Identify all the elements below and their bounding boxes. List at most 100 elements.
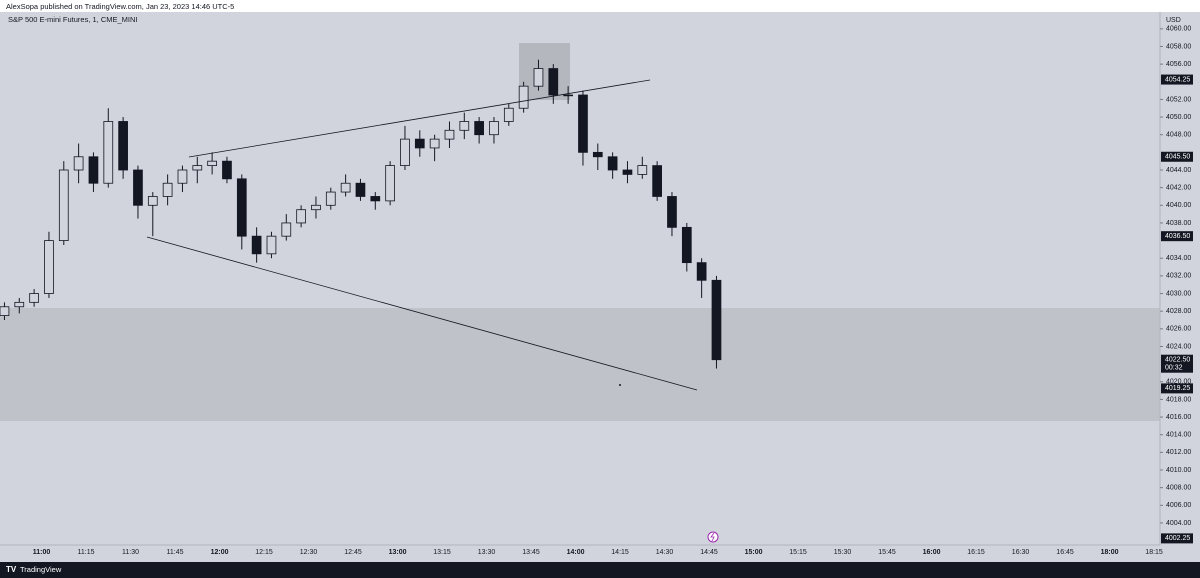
candle-body xyxy=(489,121,499,136)
candle-body xyxy=(207,160,217,166)
candle-body xyxy=(533,68,544,87)
price-label: 4002.25 xyxy=(1165,535,1190,542)
candle-body xyxy=(29,293,39,303)
y-tick-label: 4056.00 xyxy=(1166,61,1191,68)
y-tick-label: 4016.00 xyxy=(1166,414,1191,421)
candle-body xyxy=(340,182,351,193)
price-label: 4036.50 xyxy=(1165,233,1190,240)
candle-body xyxy=(652,165,662,197)
price-label: 4019.25 xyxy=(1165,385,1190,392)
candle-body xyxy=(222,160,232,180)
y-tick-label: 4024.00 xyxy=(1166,343,1191,350)
x-tick-label: 15:30 xyxy=(834,549,852,556)
candle-body xyxy=(696,262,707,281)
x-tick-label: 16:15 xyxy=(967,549,985,556)
candle-body xyxy=(681,226,692,264)
y-tick-label: 4030.00 xyxy=(1166,290,1191,297)
candle-body xyxy=(73,156,84,171)
candle-body xyxy=(192,165,203,171)
price-label: 4045.50 xyxy=(1165,154,1190,161)
trendline xyxy=(146,236,698,391)
candle-body xyxy=(667,196,677,228)
y-tick-label: 4042.00 xyxy=(1166,184,1191,191)
x-tick-label: 14:15 xyxy=(611,549,629,556)
candle-body xyxy=(325,191,336,206)
y-tick-label: 4020.00 xyxy=(1166,379,1191,386)
candle-body xyxy=(622,169,633,175)
y-tick-label: 4048.00 xyxy=(1166,132,1191,139)
candle-body xyxy=(236,178,247,237)
symbol: S&P 500 E-mini Futures, 1, CME_MINI xyxy=(8,15,138,24)
x-tick-label: 15:00 xyxy=(745,549,763,556)
candle-body xyxy=(518,85,529,109)
candle-body xyxy=(281,222,292,237)
candle-body xyxy=(503,107,514,122)
candle-body xyxy=(162,182,173,197)
candle-body xyxy=(400,138,410,166)
trendline xyxy=(188,79,651,158)
logo: TV xyxy=(6,565,17,574)
y-tick-label: 4026.00 xyxy=(1166,326,1191,333)
y-tick-label: 4008.00 xyxy=(1166,484,1191,491)
x-tick-label: 11:15 xyxy=(78,549,95,556)
candle-body xyxy=(637,165,648,175)
event-glyph xyxy=(710,532,715,542)
x-tick-label: 12:30 xyxy=(300,549,318,556)
x-tick-label: 16:30 xyxy=(1012,549,1030,556)
y-tick-label: 4058.00 xyxy=(1166,43,1191,50)
y-tick-label: 4052.00 xyxy=(1166,96,1191,103)
publisher: AlexSopa published on TradingView.com, J… xyxy=(6,2,234,11)
y-tick-label: 4028.00 xyxy=(1166,308,1191,315)
x-tick-label: 14:45 xyxy=(700,549,718,556)
candle-body xyxy=(592,151,603,158)
candle-body xyxy=(355,182,366,197)
candles xyxy=(0,59,722,369)
candle-body xyxy=(266,235,277,255)
price-label-box xyxy=(1161,151,1193,162)
price-label-box xyxy=(1161,533,1193,544)
candle-body xyxy=(429,138,440,149)
candle-body xyxy=(444,129,455,140)
x-tick-label: 18:15 xyxy=(1145,549,1163,556)
price-label: 4054.25 xyxy=(1165,76,1190,83)
x-tick-label: 13:15 xyxy=(433,549,451,556)
x-tick-label: 13:45 xyxy=(522,549,540,556)
candle-body xyxy=(118,121,128,171)
candle-body xyxy=(385,165,395,202)
x-tick-label: 13:30 xyxy=(478,549,496,556)
x-tick-label: 12:00 xyxy=(211,549,229,556)
candle-body xyxy=(177,169,188,184)
brand: TradingView xyxy=(20,565,62,574)
x-tick-label: 14:00 xyxy=(567,549,585,556)
countdown: 00:32 xyxy=(1165,365,1183,372)
candle-body xyxy=(474,121,484,136)
candle-body xyxy=(133,169,143,206)
x-tick-label: 11:00 xyxy=(33,549,51,556)
x-tick-label: 15:15 xyxy=(789,549,807,556)
y-tick-label: 4044.00 xyxy=(1166,167,1191,174)
candle-body xyxy=(251,235,262,255)
price-label-box xyxy=(1161,74,1193,85)
x-tick-label: 15:45 xyxy=(878,549,896,556)
x-tick-label: 12:15 xyxy=(255,549,273,556)
candle-body xyxy=(311,204,321,211)
x-tick-label: 16:00 xyxy=(923,549,941,556)
y-tick-label: 4050.00 xyxy=(1166,114,1191,121)
candle-body xyxy=(548,68,559,96)
x-tick-label: 11:30 xyxy=(122,549,139,556)
y-tick-label: 4012.00 xyxy=(1166,449,1191,456)
x-tick-label: 13:00 xyxy=(389,549,407,556)
header-bar xyxy=(0,0,1200,12)
price-label-box xyxy=(1161,383,1193,394)
candle-body xyxy=(14,301,25,308)
candle-body xyxy=(103,121,114,184)
y-tick-label: 4032.00 xyxy=(1166,273,1191,280)
x-tick-label: 12:45 xyxy=(344,549,362,556)
candle-body xyxy=(607,156,618,171)
y-tick-label: 4040.00 xyxy=(1166,202,1191,209)
x-tick-label: 11:45 xyxy=(167,549,184,556)
price-label-box xyxy=(1161,231,1193,242)
dot xyxy=(619,384,621,386)
candle-body xyxy=(88,156,99,184)
